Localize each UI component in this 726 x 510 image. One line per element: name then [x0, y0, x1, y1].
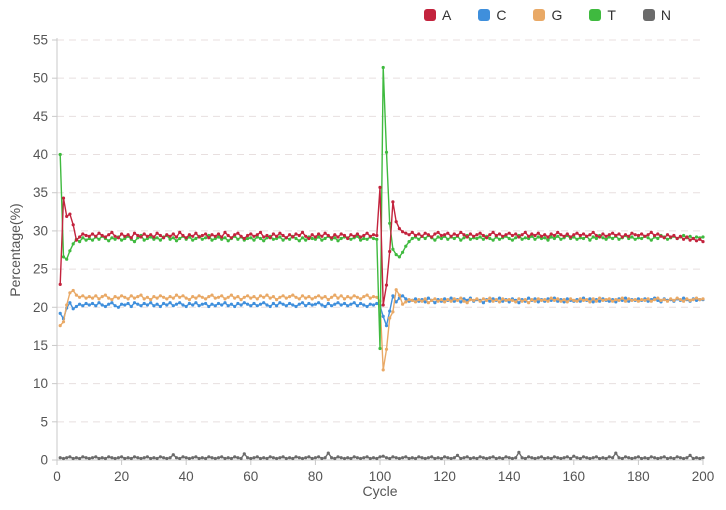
x-tick-label-160: 160 [563, 469, 586, 484]
legend-swatch-G [533, 9, 546, 21]
y-tick-label-5: 5 [40, 414, 48, 429]
legend-label-C: C [496, 7, 507, 23]
legend-item-N: N [642, 7, 672, 23]
x-tick-label-140: 140 [498, 469, 521, 484]
y-tick-label-25: 25 [33, 262, 48, 277]
y-tick-label-30: 30 [33, 223, 48, 238]
series-markers-G [58, 288, 705, 372]
legend-item-G: G [533, 8, 562, 22]
y-tick-label-55: 55 [33, 33, 48, 48]
y-tick-label-40: 40 [33, 147, 48, 162]
y-tick-label-45: 45 [33, 109, 48, 124]
y-tick-label-0: 0 [40, 453, 48, 468]
x-tick-label-180: 180 [627, 469, 650, 484]
legend-swatch-C [478, 9, 491, 21]
x-tick-label-20: 20 [114, 469, 129, 484]
x-tick-label-60: 60 [243, 469, 258, 484]
legend-label-G: G [551, 7, 563, 23]
legend-label-N: N [660, 7, 672, 23]
x-tick-label-200: 200 [692, 469, 715, 484]
legend-swatch-A [424, 9, 436, 21]
x-tick-label-80: 80 [308, 469, 323, 484]
x-tick-label-0: 0 [53, 469, 61, 484]
x-tick-label-120: 120 [433, 469, 456, 484]
y-tick-label-10: 10 [33, 376, 48, 391]
x-tick-label-100: 100 [369, 469, 392, 484]
y-tick-label-50: 50 [33, 71, 48, 86]
series-markers-N [58, 450, 705, 461]
legend-item-C: C [478, 8, 506, 22]
legend-label-T: T [607, 7, 616, 23]
series-markers-A [58, 185, 705, 307]
y-tick-label-20: 20 [33, 300, 48, 315]
legend-swatch-T [589, 9, 602, 21]
y-tick-label-15: 15 [33, 338, 48, 353]
legend-item-A: A [424, 8, 451, 22]
legend-item-T: T [589, 8, 616, 22]
x-tick-label-40: 40 [179, 469, 194, 484]
y-axis-title: Percentage(%) [7, 203, 23, 297]
y-tick-label-35: 35 [33, 185, 48, 200]
legend-swatch-N [642, 9, 655, 21]
x-axis-title: Cycle [362, 483, 398, 499]
series-line-T [59, 66, 704, 350]
legend-label-A: A [442, 7, 452, 23]
